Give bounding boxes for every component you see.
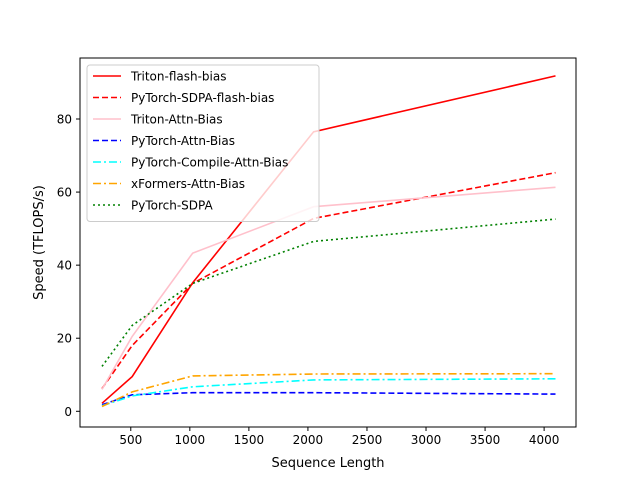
x-tick-label: 500 (119, 433, 142, 447)
y-tick-label: 20 (57, 332, 72, 346)
legend-label-0: Triton-flash-bias (130, 70, 226, 84)
y-axis: 0 20 40 60 80 (57, 113, 80, 419)
x-tick-label: 1500 (234, 433, 265, 447)
legend-label-3: PyTorch-Attn-Bias (131, 134, 235, 148)
x-tick-label: 3500 (470, 433, 501, 447)
y-tick-label: 80 (57, 113, 72, 127)
series-line-4 (101, 377, 556, 407)
x-tick-label: 3000 (411, 433, 442, 447)
legend-label-1: PyTorch-SDPA-flash-bias (131, 91, 274, 105)
x-axis-label: Sequence Length (271, 456, 384, 471)
x-axis: 500 1000 1500 2000 2500 3000 3500 4000 (119, 427, 559, 447)
plot-frame (79, 57, 577, 428)
series-line-6 (101, 218, 556, 367)
series-line-5 (101, 372, 556, 408)
x-tick-label: 2500 (352, 433, 383, 447)
series-line-1 (101, 171, 556, 390)
series-line-3 (101, 391, 556, 406)
legend-label-2: Triton-Attn-Bias (130, 113, 223, 127)
legend: Triton-flash-bias PyTorch-SDPA-flash-bias… (86, 64, 320, 222)
x-tick-label: 1000 (175, 433, 206, 447)
legend-box (86, 64, 320, 222)
x-tick-label: 2000 (293, 433, 324, 447)
y-tick-label: 0 (64, 405, 72, 419)
plot-lines (101, 75, 556, 408)
x-tick-label: 4000 (529, 433, 560, 447)
y-tick-label: 60 (57, 186, 72, 200)
y-axis-label: Speed (TFLOPS/s) (32, 185, 47, 300)
legend-label-4: PyTorch-Compile-Attn-Bias (131, 156, 288, 170)
y-tick-label: 40 (57, 259, 72, 273)
legend-label-6: PyTorch-SDPA (131, 199, 214, 213)
legend-label-5: xFormers-Attn-Bias (131, 177, 245, 191)
series-line-2 (101, 186, 556, 390)
